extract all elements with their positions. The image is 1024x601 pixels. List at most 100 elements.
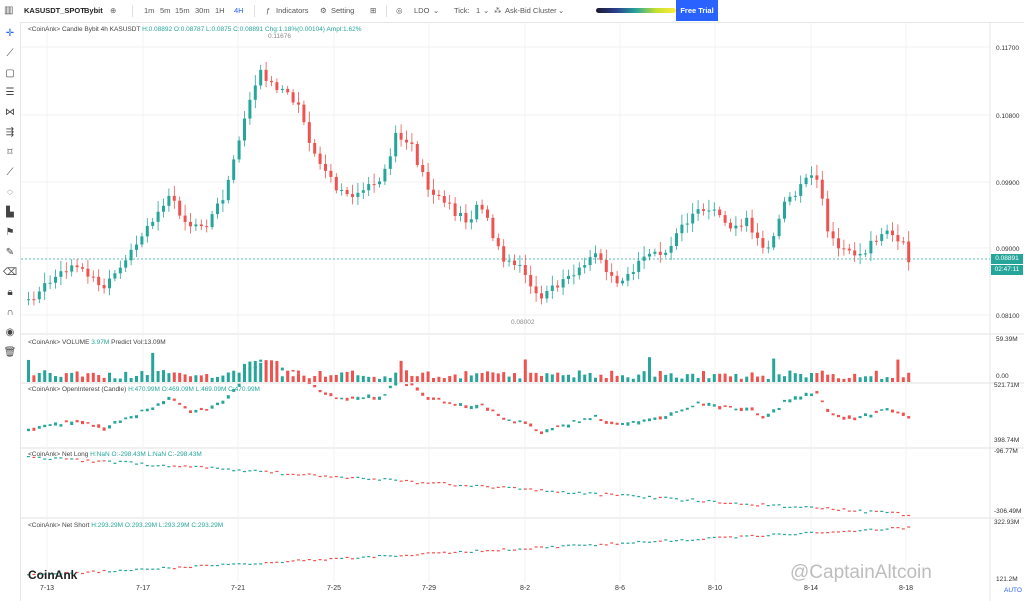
volume-bar [583, 374, 587, 382]
indicators-button[interactable]: Indicators [276, 6, 309, 15]
candle [658, 251, 662, 255]
oi-candle [480, 403, 484, 406]
net-short-candle [124, 569, 128, 572]
tab-1m[interactable]: 1m [144, 6, 155, 15]
volume-bar [415, 376, 419, 382]
chart-logo-icon[interactable]: ▥ [4, 5, 14, 16]
free-trial-button[interactable]: Free Trial [676, 0, 718, 21]
auto-scale-button[interactable]: AUTO [1004, 587, 1022, 594]
symbol-name[interactable]: KASUSDT_SPOT [24, 6, 85, 15]
chevron-down-icon[interactable]: ⌄ [483, 6, 490, 15]
net-long-candle [901, 514, 905, 517]
net-short-candle [415, 554, 419, 556]
setting-button[interactable]: Setting [331, 6, 355, 15]
trash-icon[interactable]: 🗑︎ [3, 346, 17, 358]
volume-bar [842, 378, 846, 382]
crosshair-icon[interactable]: ✛ [5, 27, 15, 39]
candle [361, 190, 365, 193]
note-icon[interactable]: ⌑ [7, 146, 13, 158]
net-long-candle [313, 474, 317, 476]
volume-bar [145, 375, 149, 382]
net-long-candle [32, 456, 36, 459]
indicators-icon[interactable]: ƒ [266, 6, 271, 15]
bar-chart-icon[interactable]: ▙ [6, 206, 14, 218]
candle [556, 285, 560, 288]
candle [729, 222, 732, 229]
net-long-candle [140, 462, 144, 464]
layout-grid-icon[interactable]: ⊞ [370, 6, 377, 15]
net-long-candle [345, 477, 349, 479]
oi-candle [545, 429, 549, 433]
tab-5m[interactable]: 5m [160, 6, 171, 15]
chevron-down-icon[interactable]: ⌄ [558, 6, 565, 15]
eye-toggle-icon[interactable]: ◎ [396, 6, 403, 15]
volume-bar [869, 376, 873, 382]
net-long-candle [410, 480, 414, 482]
pattern-icon[interactable]: ⋈ [5, 106, 15, 118]
net-short-candle [815, 532, 819, 534]
net-short-candle [615, 543, 619, 545]
cluster-select[interactable]: Ask-Bid Cluster [505, 6, 557, 15]
oi-candle [259, 359, 263, 362]
ruler-icon[interactable]: ⟋ [6, 166, 14, 178]
rectangle-icon[interactable]: ▢ [5, 67, 15, 79]
net-long-candle [480, 484, 484, 487]
lock-icon[interactable]: 🔒︎ [7, 286, 13, 298]
chart-canvas[interactable] [21, 22, 1024, 601]
volume-bar [426, 371, 430, 382]
ldo-button[interactable]: LDO [414, 6, 430, 15]
net-long-candle [340, 476, 344, 478]
trend-line-icon[interactable]: ⟋ [6, 47, 14, 59]
volume-bar [243, 363, 246, 382]
chevron-down-icon[interactable]: ⌄ [433, 6, 440, 15]
candle [837, 238, 840, 249]
channel-icon[interactable]: ⇶ [5, 126, 15, 138]
oi-candle [64, 420, 68, 423]
fib-icon[interactable]: ☰ [5, 86, 15, 98]
tab-30m[interactable]: 30m [195, 6, 210, 15]
oi-candle [556, 425, 560, 428]
oi-candle [523, 421, 527, 424]
volume-bar [615, 375, 619, 382]
exchange-name[interactable]: Bybit [84, 6, 103, 15]
volume-bar [264, 360, 268, 382]
net-short-candle [199, 564, 203, 566]
gear-icon[interactable]: ⚙ [320, 6, 327, 15]
tab-4h[interactable]: 4H [234, 6, 244, 15]
tick-value[interactable]: 1 [476, 6, 481, 15]
oi-candle [297, 370, 300, 374]
eye-icon[interactable]: ◉ [5, 326, 15, 338]
oi-candle [367, 394, 371, 398]
candle [853, 250, 857, 256]
volume-bar [108, 372, 111, 382]
net-short-candle [572, 544, 576, 546]
tab-15m[interactable]: 15m [175, 6, 190, 15]
net-long-axis-bottom: -306.49M [994, 508, 1022, 515]
net-short-candle [340, 557, 344, 560]
net-short-candle [275, 561, 279, 563]
net-short-candle [604, 544, 608, 546]
compare-icon[interactable]: ⊕ [110, 6, 117, 15]
net-short-candle [410, 554, 414, 557]
magnet-icon[interactable]: ◌ [7, 186, 13, 198]
eraser-icon[interactable]: ⌫ [2, 266, 18, 278]
oi-candle [54, 422, 57, 426]
flag-icon[interactable]: ⚑ [5, 226, 15, 238]
tab-1h[interactable]: 1H [215, 6, 225, 15]
net-short-candle [734, 537, 738, 539]
countdown-tag: 02:47:11 [991, 265, 1023, 275]
net-long-candle [270, 472, 273, 474]
net-short-candle [172, 568, 176, 570]
magnet-mode-icon[interactable]: ∩ [6, 306, 14, 318]
oi-candle [626, 422, 630, 426]
brush-icon[interactable]: ✎ [5, 246, 15, 258]
volume-bar [248, 361, 252, 382]
volume-bar [626, 377, 630, 382]
heatmap-gradient-slider[interactable] [596, 8, 676, 13]
net-short-candle [475, 549, 479, 551]
net-long-candle [756, 505, 759, 507]
oi-candle [156, 403, 160, 406]
cluster-icon[interactable]: ⁂ [494, 6, 502, 15]
oi-candle [707, 402, 711, 406]
net-short-candle [556, 547, 560, 549]
